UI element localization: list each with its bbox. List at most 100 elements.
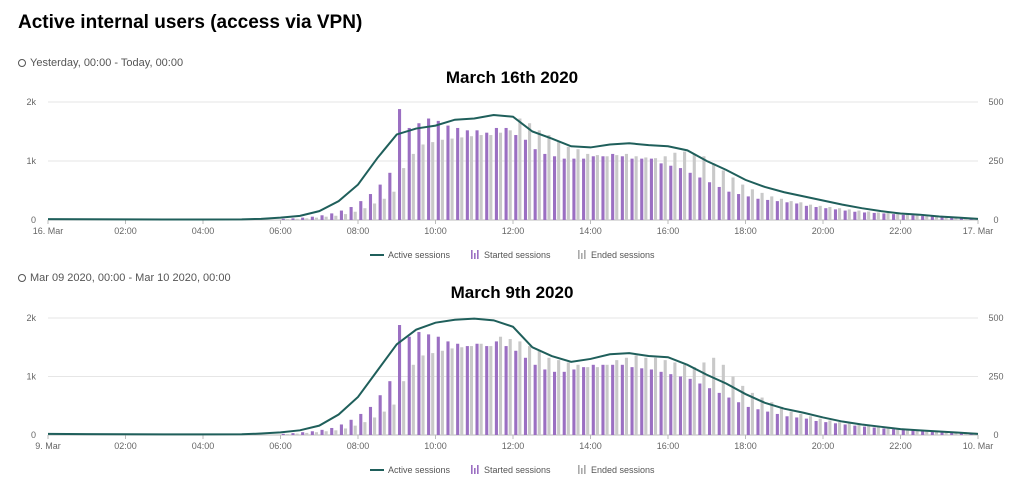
started-sessions-bar [407, 336, 411, 435]
started-sessions-bar [552, 371, 557, 435]
time-range-1[interactable]: Yesterday, 00:00 - Today, 00:00 [18, 57, 183, 69]
started-sessions-bar [378, 184, 382, 220]
ended-sessions-bar [838, 208, 842, 220]
ended-sessions-bar [537, 350, 541, 435]
started-sessions-bar [620, 156, 624, 220]
started-sessions-bar [688, 172, 692, 220]
legend-label-ended: Ended sessions [591, 465, 655, 475]
started-sessions-bar [649, 158, 653, 220]
legend-item-ended[interactable]: Ended sessions [578, 465, 655, 475]
started-sessions-bar [620, 364, 624, 435]
legend-bar-icon [584, 250, 586, 259]
y-left-tick: 0 [31, 430, 36, 440]
started-sessions-bar [330, 213, 334, 220]
ended-sessions-bar [508, 130, 512, 220]
started-sessions-bar [853, 425, 857, 435]
started-sessions-bar [397, 325, 402, 435]
started-sessions-bar [543, 369, 547, 435]
ended-sessions-bar [489, 135, 493, 220]
x-tick-label: 16. Mar [33, 226, 64, 236]
started-sessions-bar [824, 208, 828, 220]
ended-sessions-bar [896, 213, 900, 220]
ended-sessions-bar [886, 212, 890, 220]
started-sessions-bar [785, 416, 789, 435]
x-tick-label: 14:00 [579, 441, 602, 451]
ended-sessions-bar [353, 211, 357, 220]
legend: Active sessions Started sessions Ended ses… [370, 250, 655, 260]
started-sessions-bar [814, 207, 818, 220]
started-sessions-bar [436, 336, 440, 435]
started-sessions-bar [582, 367, 586, 435]
started-sessions-bar [640, 158, 644, 220]
x-tick-label: 14:00 [579, 226, 602, 236]
started-sessions-bar [485, 132, 489, 220]
ended-sessions-bar [537, 130, 541, 220]
legend-item-started[interactable]: Started sessions [471, 465, 551, 475]
legend-item-active[interactable]: Active sessions [370, 250, 451, 260]
started-sessions-bar [281, 433, 285, 435]
ended-sessions-bar [925, 215, 929, 220]
x-tick-label: 06:00 [269, 226, 292, 236]
x-tick-label: 18:00 [734, 226, 757, 236]
ended-sessions-bar [818, 205, 822, 220]
started-sessions-bar [669, 374, 673, 435]
active-sessions-line [47, 113, 979, 221]
started-sessions-bar [717, 186, 721, 220]
started-sessions-bar [640, 368, 644, 435]
legend-label-started: Started sessions [484, 465, 551, 475]
started-sessions-bar [950, 432, 954, 435]
started-sessions-bar [892, 214, 896, 220]
x-tick-label: 16:00 [657, 441, 680, 451]
started-sessions-bar [436, 120, 440, 220]
started-sessions-bar [707, 388, 712, 435]
ended-sessions-bar [479, 343, 483, 435]
started-sessions-bar [717, 392, 721, 435]
ended-sessions-bar [615, 360, 619, 435]
ended-sessions-bar [934, 430, 939, 435]
ended-sessions-bar [489, 346, 493, 435]
ended-sessions-bar [692, 367, 696, 435]
ended-sessions-bar [518, 341, 522, 435]
x-tick-label: 16:00 [657, 226, 680, 236]
ended-sessions-bar [741, 184, 745, 220]
ended-sessions-bar [460, 137, 464, 220]
ended-sessions-bar [857, 210, 861, 220]
ended-sessions-bar [450, 138, 454, 220]
started-sessions-bar [339, 210, 343, 220]
started-sessions-bar [494, 341, 498, 435]
started-sessions-bar [465, 346, 469, 435]
started-sessions-bar [843, 210, 847, 220]
time-range-2[interactable]: Mar 09 2020, 00:00 - Mar 10 2020, 00:00 [18, 272, 231, 284]
ended-sessions-bar [779, 406, 784, 435]
legend-label-started: Started sessions [484, 250, 551, 260]
ended-sessions-bar [867, 211, 871, 220]
started-sessions-bar [301, 432, 305, 435]
started-sessions-bar [320, 215, 324, 220]
ended-sessions-bar [363, 208, 367, 220]
started-sessions-bar [862, 212, 867, 220]
ended-sessions-bar [382, 411, 386, 435]
started-sessions-bar [611, 153, 615, 220]
started-sessions-bar [795, 417, 799, 435]
x-tick-label: 12:00 [502, 226, 525, 236]
ended-sessions-bar [770, 402, 774, 435]
ended-sessions-bar [528, 346, 532, 435]
ended-sessions-bar [779, 198, 784, 220]
y-left-tick: 1k [26, 156, 36, 166]
legend-item-started[interactable]: Started sessions [471, 250, 551, 260]
legend-item-ended[interactable]: Ended sessions [578, 250, 655, 260]
time-range-label-2: Mar 09 2020, 00:00 - Mar 10 2020, 00:00 [30, 272, 231, 284]
started-sessions-bar [950, 217, 954, 220]
started-sessions-bar [397, 109, 402, 220]
started-sessions-bar [475, 130, 479, 220]
ended-sessions-bar [741, 385, 745, 435]
x-tick-label: 10. Mar [963, 441, 994, 451]
ended-sessions-bar [469, 136, 474, 220]
legend: Active sessions Started sessions Ended ses… [370, 465, 655, 475]
started-sessions-bar [698, 383, 702, 435]
legend-item-active[interactable]: Active sessions [370, 465, 451, 475]
x-tick-label: 22:00 [889, 226, 912, 236]
started-sessions-bar [572, 158, 576, 220]
started-sessions-bar [301, 217, 305, 220]
